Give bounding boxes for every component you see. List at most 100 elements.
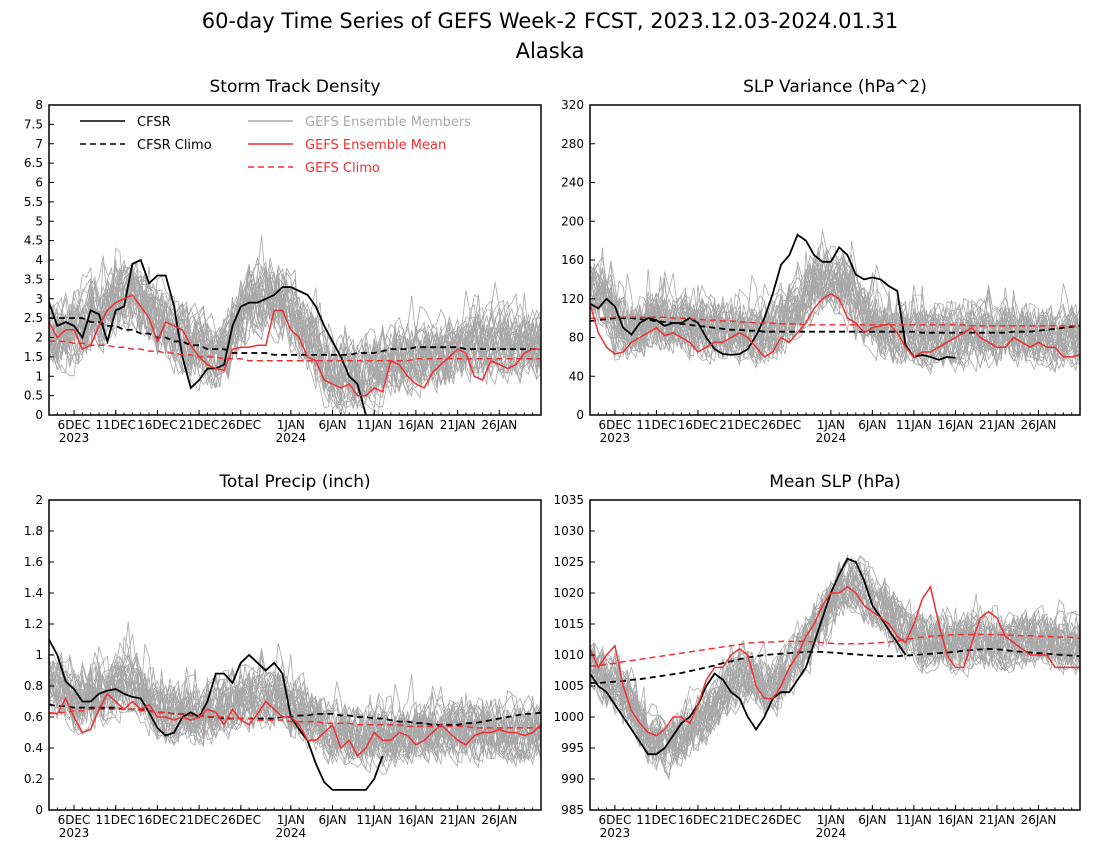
ensemble-members (49, 235, 541, 415)
y-tick-label: 1.5 (24, 350, 43, 364)
y-tick-label: 5 (35, 214, 43, 228)
y-tick-label: 1035 (553, 493, 584, 507)
y-tick-label: 0.5 (24, 389, 43, 403)
gefs-ensemble-mean-line (590, 584, 1080, 737)
cfsr-climo-line (590, 317, 1080, 334)
x-tick-year-label: 2024 (816, 826, 847, 840)
x-tick-label: 11DEC (636, 418, 676, 432)
x-tick-label: 21JAN (440, 813, 476, 827)
x-tick-label: 21DEC (719, 813, 759, 827)
y-tick-label: 985 (561, 803, 584, 817)
ensemble-member-line (590, 266, 1080, 365)
legend-label: GEFS Climo (305, 161, 380, 176)
x-tick-year-label: 2023 (59, 431, 90, 445)
y-tick-label: 1 (35, 369, 43, 383)
ensemble-members (49, 621, 541, 775)
x-tick-label: 6DEC (58, 418, 91, 432)
y-tick-label: 320 (561, 98, 584, 112)
ensemble-member-line (590, 577, 1080, 753)
y-axis: 0 0.2 0.4 0.6 0.8 1 1.2 1.4 1.6 1.8 2 (24, 493, 54, 817)
y-tick-label: 3.5 (24, 272, 43, 286)
x-tick-year-label: 2024 (816, 431, 847, 445)
x-tick-label: 11DEC (95, 813, 135, 827)
ensemble-member-line (590, 248, 1080, 367)
x-tick-label: 26DEC (761, 813, 801, 827)
x-tick-label: 11JAN (896, 418, 932, 432)
ensemble-member-line (49, 272, 541, 390)
y-tick-label: 1 (35, 648, 43, 662)
ensemble-member-line (590, 263, 1080, 375)
y-tick-label: 1015 (553, 617, 584, 631)
gefs-ensemble-mean-line (590, 293, 1080, 358)
ensemble-member-line (49, 648, 541, 758)
x-tick-year-label: 2023 (600, 431, 631, 445)
x-tick-label: 26JAN (1021, 418, 1057, 432)
panel-4: Mean SLP (hPa) 985 990 995 1000 1005 1010 1015 1… (553, 472, 1081, 840)
x-tick-label: 11JAN (356, 418, 392, 432)
y-tick-label: 1020 (553, 586, 584, 600)
y-tick-label: 1025 (553, 555, 584, 569)
y-tick-label: 1000 (553, 710, 584, 724)
x-tick-label: 1JAN (277, 418, 305, 432)
cfsr-line (49, 639, 384, 791)
x-tick-label: 11JAN (896, 813, 932, 827)
ensemble-member-line (590, 259, 1080, 366)
x-tick-label: 16JAN (938, 418, 974, 432)
x-tick-label: 26JAN (481, 418, 517, 432)
plot-area (590, 230, 1080, 375)
x-tick-label: 21JAN (440, 418, 476, 432)
y-tick-label: 995 (561, 741, 584, 755)
x-tick-label: 26JAN (1021, 813, 1057, 827)
x-tick-label: 21DEC (179, 418, 219, 432)
y-tick-label: 0.6 (24, 710, 43, 724)
x-tick-label: 6DEC (598, 813, 631, 827)
y-tick-label: 80 (569, 331, 584, 345)
x-tick-label: 21JAN (979, 418, 1015, 432)
x-tick-label: 26DEC (221, 418, 261, 432)
y-tick-label: 0.8 (24, 679, 43, 693)
y-tick-label: 0 (35, 408, 43, 422)
y-tick-label: 1.2 (24, 617, 43, 631)
x-tick-label: 21DEC (179, 813, 219, 827)
y-tick-label: 1.4 (24, 586, 43, 600)
panel-title: Total Precip (inch) (218, 472, 370, 492)
x-tick-label: 6JAN (858, 418, 886, 432)
x-tick-label: 16DEC (137, 813, 177, 827)
y-tick-label: 5.5 (24, 195, 43, 209)
y-tick-label: 1005 (553, 679, 584, 693)
y-tick-label: 0.2 (24, 772, 43, 786)
plot-area (49, 621, 541, 791)
y-tick-label: 6.5 (24, 156, 43, 170)
x-tick-label: 6DEC (598, 418, 631, 432)
y-tick-label: 4.5 (24, 234, 43, 248)
x-tick-label: 16JAN (398, 418, 434, 432)
y-axis: 985 990 995 1000 1005 1010 1015 1020 1025 1030 103… (553, 493, 595, 817)
y-tick-label: 7 (35, 137, 43, 151)
x-tick-year-label: 2023 (59, 826, 90, 840)
x-tick-year-label: 2024 (276, 826, 307, 840)
gefs-ensemble-mean-line (49, 692, 541, 758)
gefs-climo-line (49, 708, 541, 729)
y-tick-label: 3 (35, 292, 43, 306)
x-tick-label: 16JAN (398, 813, 434, 827)
gefs-climo-line (590, 633, 1080, 667)
x-tick-label: 21DEC (719, 418, 759, 432)
y-tick-label: 2 (35, 331, 43, 345)
cfsr-climo-line (590, 647, 1080, 684)
y-tick-label: 160 (561, 253, 584, 267)
y-axis: 0 40 80 120 160 200 240 280 320 (561, 98, 595, 422)
ensemble-member-line (49, 661, 541, 770)
y-tick-label: 2 (35, 493, 43, 507)
x-tick-label: 16DEC (678, 813, 718, 827)
x-tick-label: 11DEC (636, 813, 676, 827)
ensemble-member-line (49, 661, 541, 772)
y-tick-label: 200 (561, 214, 584, 228)
page-title: 60-day Time Series of GEFS Week-2 FCST, … (202, 9, 899, 33)
y-tick-label: 2.5 (24, 311, 43, 325)
x-tick-label: 16DEC (137, 418, 177, 432)
x-tick-label: 6DEC (58, 813, 91, 827)
legend-label: CFSR (137, 115, 171, 130)
y-tick-label: 8 (35, 98, 43, 112)
legend-label: GEFS Ensemble Members (305, 115, 471, 130)
